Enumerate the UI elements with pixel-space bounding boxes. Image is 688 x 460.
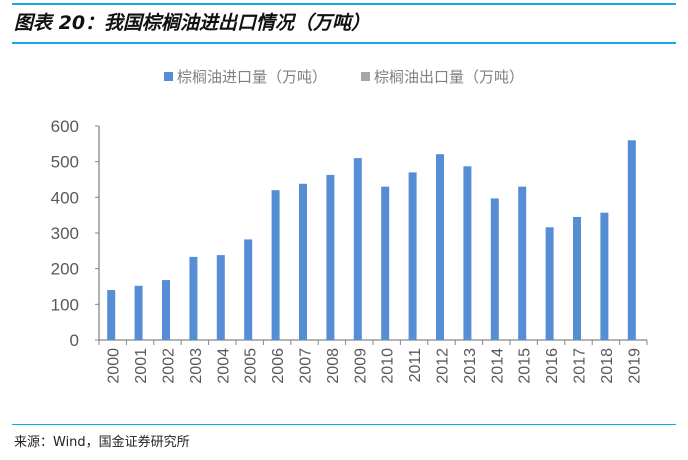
legend: 棕榈油进口量（万吨） 棕榈油出口量（万吨） <box>0 66 688 87</box>
x-tick-label: 2005 <box>243 348 260 384</box>
bar-import-2002 <box>162 280 170 340</box>
bar-import-2000 <box>107 290 116 340</box>
x-tick-label: 2014 <box>489 348 506 384</box>
bar-import-2009 <box>353 158 362 340</box>
bar-import-2018 <box>600 212 609 340</box>
bar-import-2011 <box>408 172 417 340</box>
legend-swatch-export <box>361 72 370 81</box>
bar-import-2013 <box>463 166 472 340</box>
y-tick-label: 100 <box>51 295 79 314</box>
x-tick-label: 2001 <box>133 348 150 384</box>
title-rule <box>12 42 676 44</box>
x-tick-label: 2013 <box>462 348 479 384</box>
x-tick-label: 2017 <box>572 348 589 384</box>
bar-import-2012 <box>436 154 444 340</box>
x-tick-label: 2018 <box>599 348 616 384</box>
legend-item-export: 棕榈油出口量（万吨） <box>361 66 524 87</box>
x-tick-label: 2004 <box>215 348 232 384</box>
y-tick-label: 0 <box>70 331 79 350</box>
bar-import-2006 <box>271 190 280 340</box>
x-tick-label: 2019 <box>626 348 643 384</box>
bar-import-2017 <box>573 216 581 340</box>
bar-import-2005 <box>244 239 253 340</box>
legend-swatch-import <box>163 72 173 81</box>
x-tick-label: 2012 <box>435 348 452 384</box>
legend-item-import: 棕榈油进口量（万吨） <box>163 66 327 87</box>
x-tick-label: 2006 <box>270 348 287 384</box>
x-tick-label: 2000 <box>106 348 123 384</box>
source-rule <box>12 424 676 425</box>
top-rule <box>12 3 676 5</box>
bar-import-2008 <box>326 174 335 340</box>
y-tick-label: 500 <box>51 153 79 172</box>
x-tick-label: 2009 <box>352 348 369 384</box>
legend-label-export: 棕榈油出口量（万吨） <box>374 68 525 86</box>
bar-import-2007 <box>299 183 307 340</box>
x-tick-label: 2016 <box>544 348 561 384</box>
bar-import-2015 <box>518 186 527 340</box>
bar-import-2016 <box>545 227 554 340</box>
bar-import-2001 <box>134 285 143 340</box>
bar-import-2019 <box>627 140 636 340</box>
bar-import-2014 <box>490 198 499 340</box>
figure-title: 图表 20：我国棕榈油进出口情况（万吨） <box>14 12 371 34</box>
bar-import-2010 <box>381 186 390 340</box>
bar-import-2003 <box>189 256 198 340</box>
legend-label-import: 棕榈油进口量（万吨） <box>176 68 327 86</box>
y-tick-label: 300 <box>51 224 79 243</box>
x-tick-label: 2003 <box>188 348 205 384</box>
source-note: 来源：Wind，国金证券研究所 <box>14 435 190 450</box>
x-tick-label: 2011 <box>407 348 424 383</box>
x-tick-label: 2007 <box>298 348 315 384</box>
bar-chart: 0 100 200 300 400 500 600 2000 2001 2002 2003 2004 2… <box>51 117 648 384</box>
x-tick-label: 2010 <box>380 348 397 384</box>
y-tick-label: 400 <box>51 188 79 207</box>
y-tick-label: 200 <box>51 260 79 279</box>
y-tick-label: 600 <box>51 117 79 136</box>
x-tick-label: 2015 <box>517 348 534 384</box>
x-tick-label: 2002 <box>161 348 178 384</box>
bar-import-2004 <box>216 255 225 340</box>
x-tick-label: 2008 <box>325 348 342 384</box>
